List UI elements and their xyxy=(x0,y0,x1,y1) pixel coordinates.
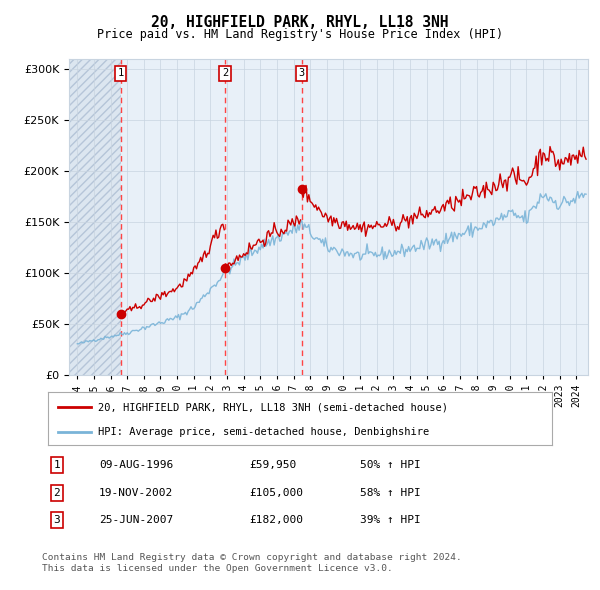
Text: 58% ↑ HPI: 58% ↑ HPI xyxy=(360,488,421,497)
Text: 19-NOV-2002: 19-NOV-2002 xyxy=(99,488,173,497)
Text: This data is licensed under the Open Government Licence v3.0.: This data is licensed under the Open Gov… xyxy=(42,565,393,573)
Text: 50% ↑ HPI: 50% ↑ HPI xyxy=(360,460,421,470)
Text: 39% ↑ HPI: 39% ↑ HPI xyxy=(360,516,421,525)
Text: £59,950: £59,950 xyxy=(249,460,296,470)
Text: 3: 3 xyxy=(298,68,305,78)
Text: £182,000: £182,000 xyxy=(249,516,303,525)
Text: 09-AUG-1996: 09-AUG-1996 xyxy=(99,460,173,470)
Text: 2: 2 xyxy=(222,68,229,78)
Bar xyxy=(69,59,121,375)
Text: Price paid vs. HM Land Registry's House Price Index (HPI): Price paid vs. HM Land Registry's House … xyxy=(97,28,503,41)
Text: HPI: Average price, semi-detached house, Denbighshire: HPI: Average price, semi-detached house,… xyxy=(98,427,430,437)
Text: Contains HM Land Registry data © Crown copyright and database right 2024.: Contains HM Land Registry data © Crown c… xyxy=(42,553,462,562)
Text: 2: 2 xyxy=(53,488,61,497)
Text: 20, HIGHFIELD PARK, RHYL, LL18 3NH (semi-detached house): 20, HIGHFIELD PARK, RHYL, LL18 3NH (semi… xyxy=(98,402,448,412)
Text: 25-JUN-2007: 25-JUN-2007 xyxy=(99,516,173,525)
Text: 3: 3 xyxy=(53,516,61,525)
Text: 20, HIGHFIELD PARK, RHYL, LL18 3NH: 20, HIGHFIELD PARK, RHYL, LL18 3NH xyxy=(151,15,449,30)
Text: 1: 1 xyxy=(118,68,124,78)
Text: £105,000: £105,000 xyxy=(249,488,303,497)
Text: 1: 1 xyxy=(53,460,61,470)
